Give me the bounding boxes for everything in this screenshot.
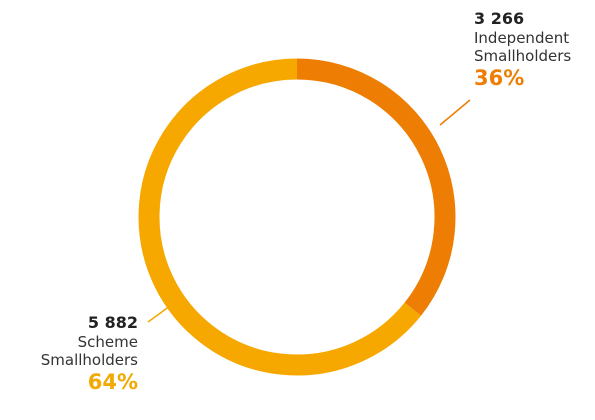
independent-count-label: 3 266 [474,9,525,28]
scheme-name-line-1: Scheme [77,332,138,351]
leader-line-independent [439,99,471,126]
independent-name-line-1: Independent [474,28,570,47]
donut-slice-scheme-smallholders [138,58,421,376]
scheme-name-line-2: Smallholders [40,350,138,369]
callout-scheme-smallholders: 5 882 Scheme Smallholders 64% [41,313,138,396]
donut-slice-independent-smallholders [296,58,456,316]
independent-name-line-2: Smallholders [474,46,572,65]
independent-percent-label: 36% [474,66,525,91]
scheme-count-label: 5 882 [87,313,138,332]
leader-line-scheme [147,305,171,323]
scheme-percent-label: 64% [87,370,138,395]
callout-independent-smallholders: 3 266 Independent Smallholders 36% [474,9,571,92]
